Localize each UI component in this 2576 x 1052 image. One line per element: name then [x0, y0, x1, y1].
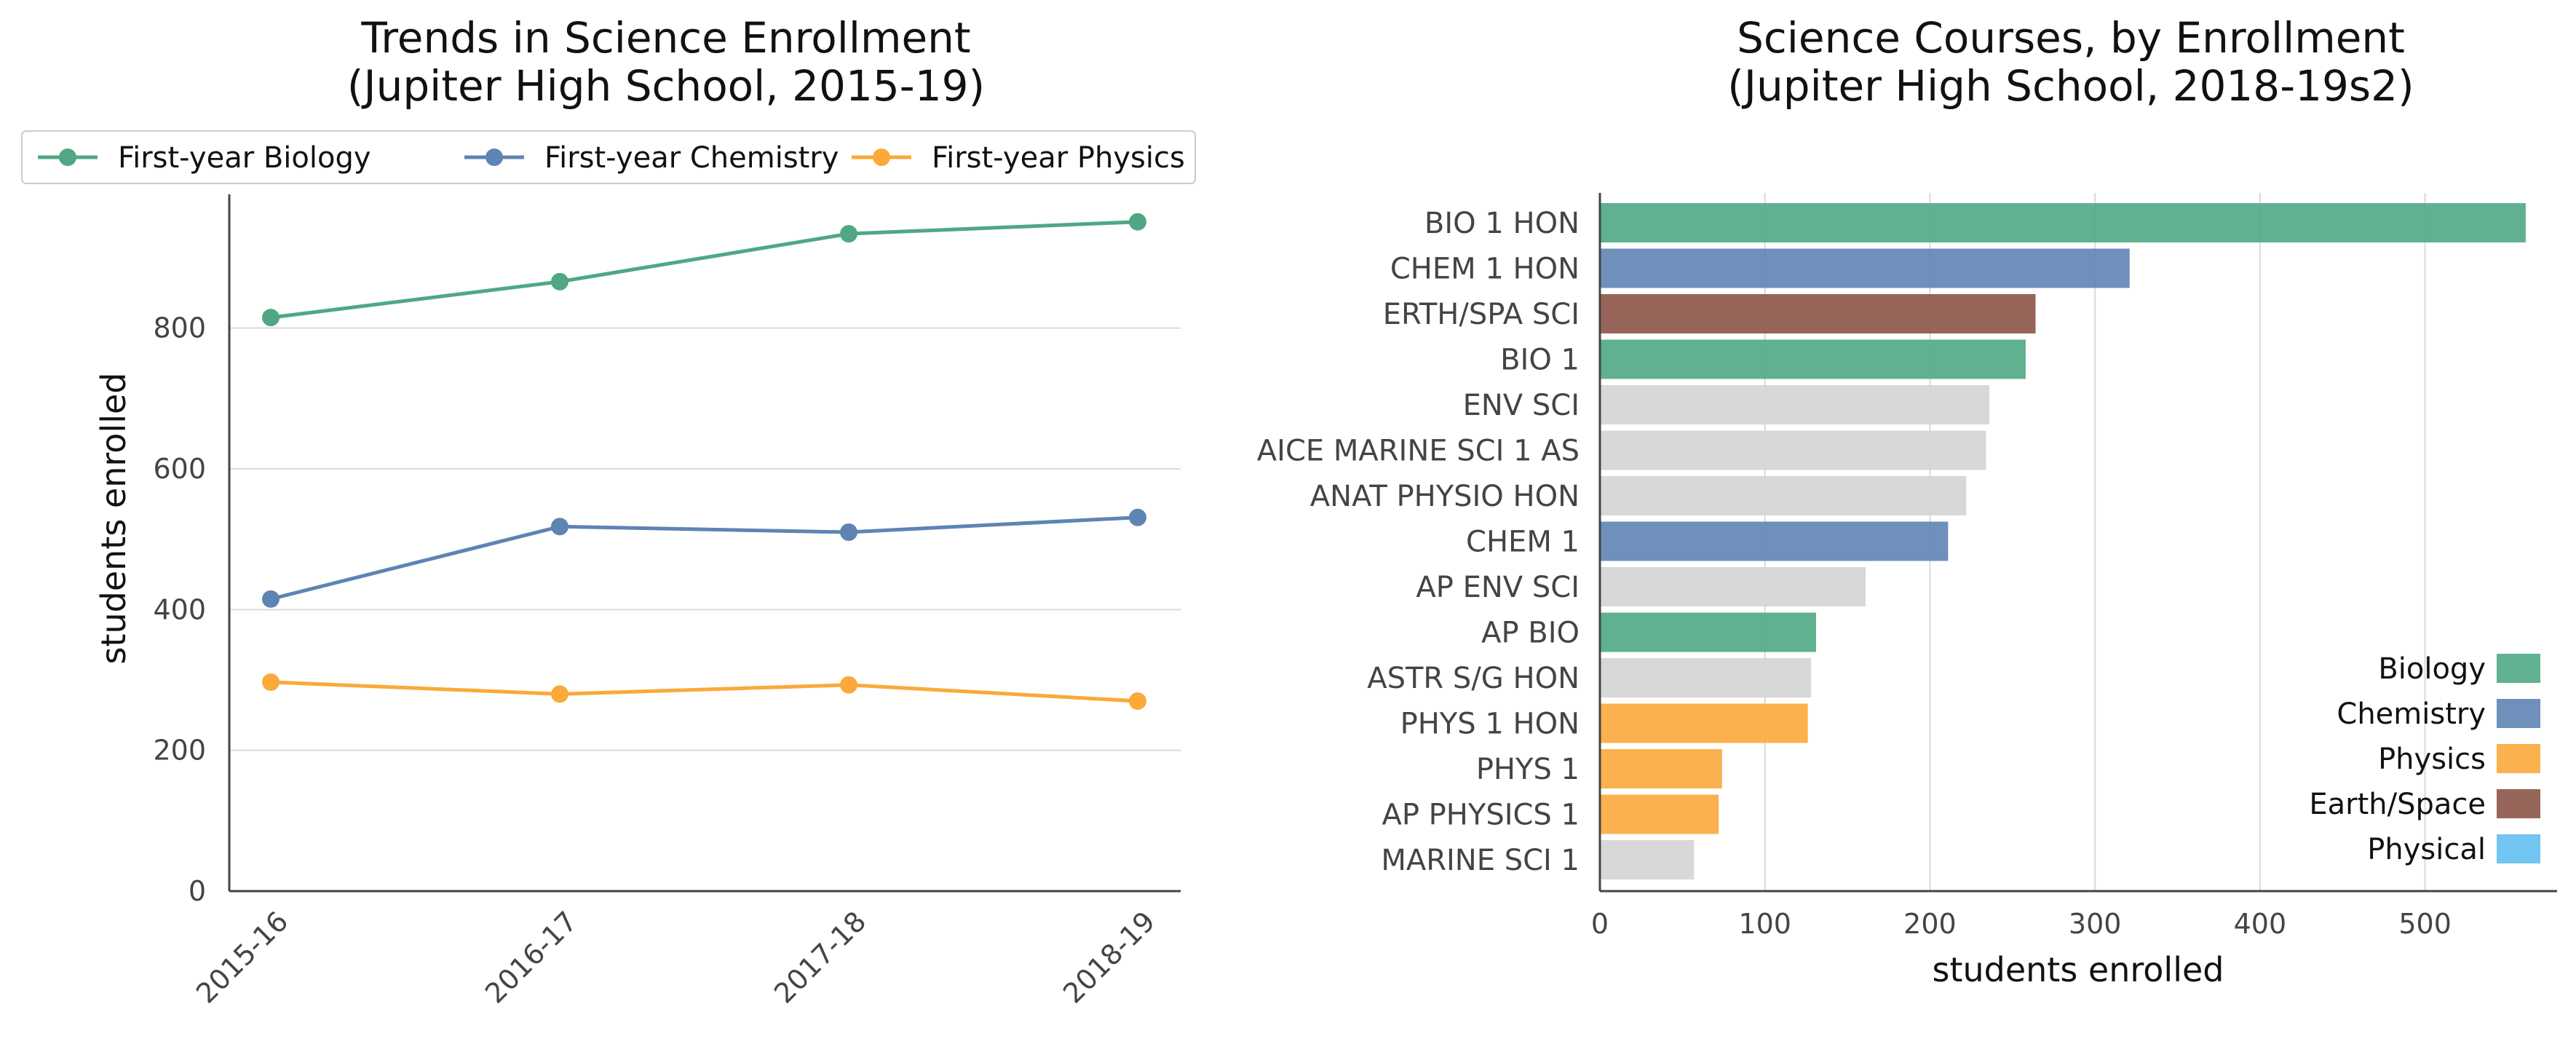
legend-label: Physical	[2367, 833, 2486, 866]
legend-label: First-year Physics	[932, 141, 1185, 175]
category-label: AICE MARINE SCI 1 AS	[1257, 435, 1580, 468]
bar-chart-category-labels: BIO 1 HON CHEM 1 HON ERTH/SPA SCI BIO 1 ENV …	[1257, 207, 1580, 877]
line-chart: Trends in Science Enrollment (Jupiter Hi…	[21, 13, 1196, 1010]
legend-label: First-year Chemistry	[544, 141, 839, 175]
category-label: ERTH/SPA SCI	[1383, 298, 1580, 331]
line-chart-legend-box	[21, 130, 1196, 184]
y-tick-label: 0	[189, 875, 206, 907]
bar-chart-subtitle: (Jupiter High School, 2018-19s2)	[1727, 61, 2414, 111]
legend-marker	[59, 149, 76, 166]
category-label: AP ENV SCI	[1416, 571, 1580, 604]
line-chart-grid	[229, 327, 1181, 751]
data-point	[551, 272, 568, 290]
legend-label: Chemistry	[2337, 697, 2486, 731]
bar	[1600, 703, 1808, 743]
category-label: AP PHYSICS 1	[1382, 799, 1580, 832]
legend-swatch	[2497, 699, 2540, 728]
bar	[1600, 658, 1812, 697]
series-line	[270, 680, 1138, 703]
x-tick-label: 0	[1591, 908, 1609, 940]
data-point	[1129, 692, 1146, 710]
bar-chart-title: Science Courses, by Enrollment	[1737, 13, 2405, 63]
series-line	[270, 515, 1138, 601]
x-tick-label: 400	[2234, 908, 2287, 940]
category-label: PHYS 1 HON	[1400, 708, 1580, 741]
bar-chart-legend: Biology Chemistry Physics Earth/Space Physic…	[2309, 652, 2540, 866]
bar	[1600, 749, 1722, 788]
legend-label: Earth/Space	[2309, 788, 2486, 821]
x-tick-label: 2015-16	[190, 905, 294, 1009]
x-tick-label: 2017-18	[768, 905, 872, 1009]
data-point	[262, 590, 280, 608]
bar-chart-bars	[1600, 203, 2526, 879]
legend-label: Biology	[2378, 652, 2486, 686]
line-chart-axes	[228, 194, 1181, 893]
category-label: AP BIO	[1481, 617, 1580, 650]
legend-swatch	[2497, 654, 2540, 683]
data-point	[840, 225, 857, 243]
data-point	[551, 685, 568, 703]
bar	[1600, 294, 2036, 333]
legend-marker	[486, 149, 503, 166]
bar	[1600, 794, 1719, 834]
data-point	[262, 673, 280, 691]
line-chart-series	[262, 213, 1146, 710]
y-tick-label: 200	[153, 735, 206, 767]
line-chart-ticks: 0 200 400 600 800 2015-16 2016-17 2017-18 2018-1…	[153, 312, 1161, 1010]
category-label: CHEM 1	[1466, 526, 1580, 559]
category-label: BIO 1 HON	[1424, 207, 1580, 240]
bar	[1600, 385, 1990, 424]
data-point	[551, 518, 568, 536]
bar	[1600, 612, 1817, 652]
bar	[1600, 430, 1986, 470]
y-tick-label: 800	[153, 312, 206, 344]
category-label: MARINE SCI 1	[1381, 844, 1580, 877]
data-point	[840, 676, 857, 694]
category-label: ENV SCI	[1463, 389, 1580, 422]
x-tick-label: 100	[1738, 908, 1791, 940]
x-tick-label: 500	[2398, 908, 2452, 940]
category-label: CHEM 1 HON	[1390, 253, 1580, 286]
category-label: BIO 1	[1500, 344, 1580, 377]
line-chart-title: Trends in Science Enrollment	[360, 13, 970, 63]
x-tick-label: 2016-17	[479, 905, 583, 1009]
bar	[1600, 567, 1866, 606]
y-tick-label: 600	[153, 453, 206, 485]
data-point	[262, 309, 280, 327]
bar	[1600, 840, 1695, 879]
x-tick-label: 2018-19	[1057, 905, 1161, 1009]
bar-chart-ticks: 0 100 200 300 400 500	[1591, 908, 2452, 940]
bar	[1600, 476, 1967, 515]
line-chart-subtitle: (Jupiter High School, 2015-19)	[347, 61, 985, 111]
x-tick-label: 200	[1903, 908, 1957, 940]
legend-label: First-year Biology	[118, 141, 371, 175]
data-point	[840, 523, 857, 541]
line-chart-legend: First-year Biology First-year Chemistry Fi…	[38, 141, 1185, 175]
bar-chart: Science Courses, by Enrollment (Jupiter …	[1257, 13, 2557, 989]
category-label: ANAT PHYSIO HON	[1310, 480, 1580, 513]
x-tick-label: 300	[2069, 908, 2122, 940]
legend-swatch	[2497, 789, 2540, 818]
legend-label: Physics	[2378, 743, 2486, 776]
category-label: PHYS 1	[1476, 753, 1580, 786]
bar-chart-axes	[1598, 193, 2557, 893]
y-tick-label: 400	[153, 593, 206, 625]
bar	[1600, 248, 2130, 288]
bar	[1600, 521, 1949, 561]
data-point	[1129, 508, 1146, 526]
category-label: ASTR S/G HON	[1367, 662, 1580, 695]
bar	[1600, 339, 2026, 379]
legend-swatch	[2497, 744, 2540, 773]
series-line	[270, 220, 1138, 320]
line-chart-ylabel: students enrolled	[94, 373, 133, 665]
data-point	[1129, 213, 1146, 231]
bar-chart-xlabel: students enrolled	[1933, 950, 2224, 989]
legend-marker	[873, 149, 890, 166]
legend-swatch	[2497, 834, 2540, 863]
bar	[1600, 203, 2526, 242]
